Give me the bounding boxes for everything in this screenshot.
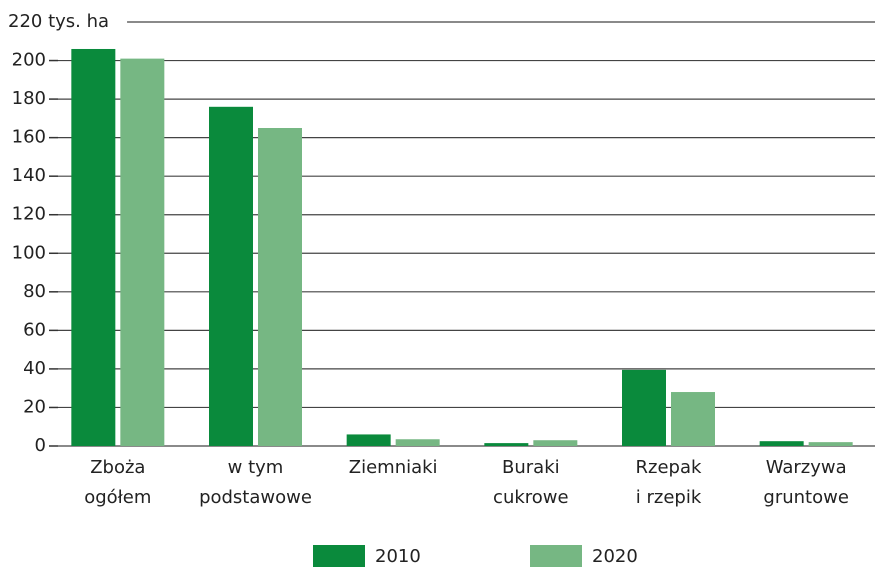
- bar: [533, 440, 578, 446]
- legend-swatch: [313, 545, 365, 567]
- x-tick-label: cukrowe: [493, 487, 569, 508]
- y-tick-label: 40: [23, 358, 46, 379]
- bar: [808, 442, 853, 446]
- bar: [71, 48, 116, 447]
- x-tick-label: Buraki: [502, 457, 560, 478]
- bar: [759, 441, 804, 446]
- y-tick-label: 180: [12, 88, 46, 109]
- y-tick-label: 20: [23, 396, 46, 417]
- x-tick-label: w tym: [228, 457, 284, 478]
- x-tick-label: gruntowe: [763, 487, 849, 508]
- x-tick-label: Zboża: [90, 457, 145, 478]
- y-tick-label: 0: [35, 435, 46, 456]
- x-tick-label: Warzywa: [766, 457, 847, 478]
- x-tick-label: Ziemniaki: [349, 457, 438, 478]
- bar: [622, 369, 666, 446]
- y-tick-label: 120: [12, 204, 46, 225]
- legend-label: 2010: [375, 546, 421, 567]
- x-tick-label: i rzepik: [636, 487, 702, 508]
- bar: [484, 443, 529, 446]
- y-tick-label: 100: [12, 242, 46, 263]
- y-tick-label: 80: [23, 281, 46, 302]
- x-tick-label: podstawowe: [199, 487, 312, 508]
- legend-swatch: [530, 545, 582, 567]
- y-tick-label: 220 tys. ha: [8, 11, 109, 32]
- bar: [120, 58, 165, 446]
- x-tick-label: ogółem: [84, 487, 151, 508]
- bar: [346, 434, 391, 446]
- y-tick-label: 140: [12, 165, 46, 186]
- x-tick-label: Rzepak: [636, 457, 702, 478]
- bar: [209, 106, 253, 447]
- bar: [395, 439, 440, 446]
- bar: [671, 392, 715, 446]
- legend-label: 2020: [592, 546, 638, 567]
- y-tick-label: 60: [23, 319, 46, 340]
- y-tick-label: 200: [12, 50, 46, 71]
- y-tick-label: 160: [12, 127, 46, 148]
- bar: [258, 128, 302, 446]
